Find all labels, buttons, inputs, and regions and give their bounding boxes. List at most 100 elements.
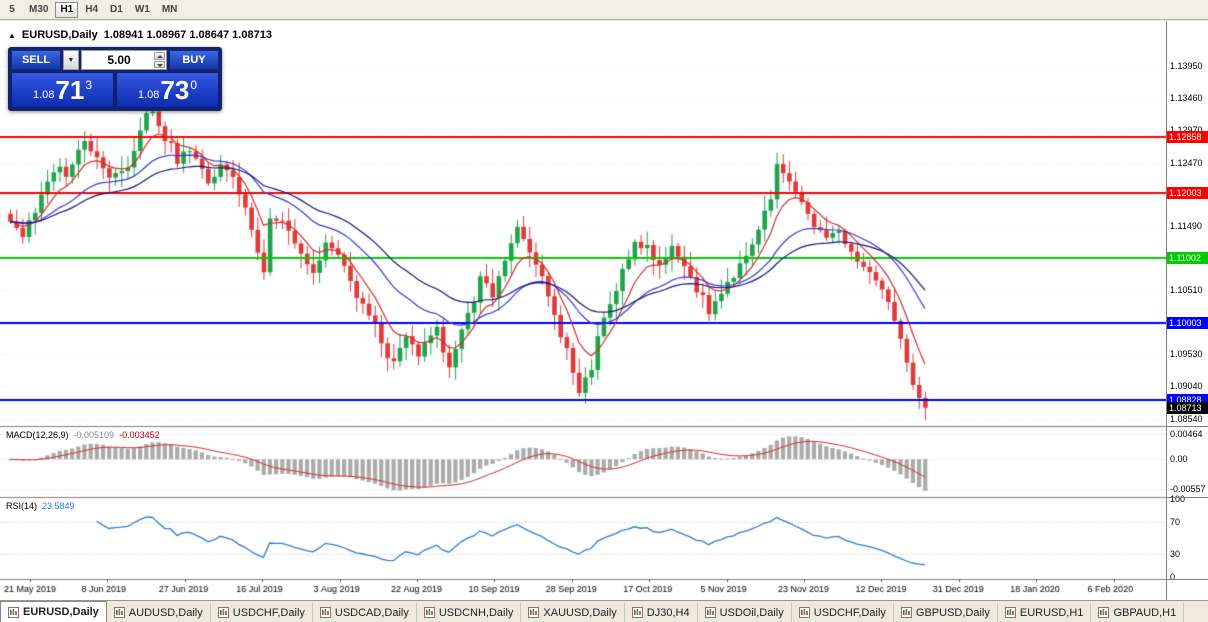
timeframe-button-d1[interactable]: D1: [110, 4, 123, 15]
one-click-trade-panel: SELL ▼ BUY 1.08 71 3: [8, 47, 222, 111]
price-level-badge: 1.12003: [1167, 187, 1208, 199]
chart-tab-eurusd-daily[interactable]: EURUSD,Daily: [0, 601, 107, 622]
timeframe-button-5[interactable]: 5: [9, 4, 15, 15]
chart-tab-audusd-daily[interactable]: AUDUSD,Daily: [106, 603, 211, 622]
chart-tab-label: USDCAD,Daily: [334, 606, 409, 619]
lot-increment-button[interactable]: [154, 52, 165, 60]
chart-tab-label: USDCHF,Daily: [232, 606, 305, 619]
lot-decrement-button[interactable]: [154, 60, 165, 68]
macd-scale-label: 0.00: [1170, 454, 1188, 464]
price-tick-label: 1.12470: [1170, 158, 1203, 168]
sell-price-big: 71: [55, 75, 85, 105]
pane-splitter: [1167, 497, 1208, 498]
chart-tab-usdcad-daily[interactable]: USDCAD,Daily: [312, 603, 417, 622]
chart-tab-icon: [113, 607, 125, 618]
chart-tab-label: USDCHF,Daily: [813, 606, 886, 619]
chart-tab-icon: [8, 606, 19, 618]
price-tick-label: 1.08540: [1170, 414, 1203, 424]
chart-tab-label: USDOil,Daily: [719, 606, 784, 619]
macd-value-main: -0.005109: [73, 430, 115, 440]
chart-tab-icon: [631, 607, 643, 618]
chart-tab-label: XAUUSD,Daily: [543, 606, 617, 619]
chart-tab-icon: [900, 607, 912, 618]
chart-tab-label: EURUSD,H1: [1019, 606, 1084, 619]
buy-price-pip: 0: [190, 78, 198, 92]
macd-scale-label: 0.00464: [1170, 429, 1203, 439]
chart-tab-label: USDCNH,Daily: [438, 606, 514, 619]
pane-splitter: [1167, 426, 1208, 427]
macd-name: MACD(12,26,9): [6, 430, 69, 440]
chart-tab-icon: [1098, 607, 1110, 618]
price-tick-label: 1.09530: [1170, 349, 1203, 359]
price-level-badge: 1.11002: [1167, 252, 1208, 264]
price-tick-label: 1.13460: [1170, 93, 1203, 103]
price-tick-label: 1.13950: [1170, 61, 1203, 71]
chart-tab-label: GBPAUD,H1: [1113, 606, 1177, 619]
timeframe-button-mn[interactable]: MN: [161, 4, 178, 15]
sell-button[interactable]: SELL: [11, 50, 61, 70]
buy-price-big: 73: [160, 75, 190, 105]
chart-tab-usdoil-daily[interactable]: USDOil,Daily: [697, 603, 792, 622]
chart-tab-icon: [528, 607, 540, 618]
lot-size-field: [81, 50, 167, 70]
price-tick-label: 1.12970: [1170, 125, 1203, 135]
sell-price-prefix: 1.08: [32, 89, 55, 101]
chart-tab-xauusd-daily[interactable]: XAUUSD,Daily: [521, 603, 625, 622]
chart-tab-icon: [1004, 607, 1016, 618]
chart-tab-icon: [798, 607, 810, 618]
buy-price-display[interactable]: 1.08 73 0: [116, 72, 219, 108]
lot-size-input[interactable]: [82, 53, 166, 67]
price-tick-label: 1.11490: [1170, 221, 1202, 231]
rsi-scale-label: 100: [1170, 494, 1186, 504]
rsi-name: RSI(14): [6, 501, 38, 511]
timeframe-button-h4[interactable]: H4: [85, 4, 99, 15]
chart-tab-icon: [217, 607, 229, 618]
sell-price-pip: 3: [85, 78, 93, 92]
price-tick-label: 1.09040: [1170, 381, 1203, 391]
chart-area: ▲ EURUSD,Daily 1.08941 1.08967 1.08647 1…: [0, 21, 1166, 600]
timeframe-button-w1[interactable]: W1: [134, 4, 150, 15]
buy-button[interactable]: BUY: [169, 50, 219, 70]
chart-tab-label: EURUSD,Daily: [23, 606, 99, 618]
chart-tab-usdchf-daily[interactable]: USDCHF,Daily: [210, 603, 313, 622]
rsi-scale-label: 70: [1170, 517, 1181, 527]
price-scale[interactable]: 1.139501.134601.129701.124701.119801.114…: [1166, 21, 1208, 600]
timeframe-toolbar: 5 M30 H1 H4 D1 W1 MN: [0, 0, 1208, 20]
chart-tab-icon: [704, 607, 716, 618]
chart-title: ▲ EURUSD,Daily 1.08941 1.08967 1.08647 1…: [8, 29, 272, 41]
price-chart-canvas[interactable]: [0, 21, 1166, 600]
rsi-indicator-label: RSI(14) 23.5849: [6, 501, 75, 511]
current-price-badge: 1.08713: [1167, 402, 1208, 414]
ohlc-values: 1.08941 1.08967 1.08647 1.08713: [103, 29, 272, 41]
rsi-value: 23.5849: [42, 501, 75, 511]
chart-tab-icon: [319, 607, 331, 618]
chart-tab-gbpusd-daily[interactable]: GBPUSD,Daily: [893, 603, 998, 622]
one-click-panel-toggle-icon[interactable]: ▲: [8, 30, 16, 40]
sell-price-display[interactable]: 1.08 71 3: [11, 72, 114, 108]
timeframe-button-m30[interactable]: M30: [29, 4, 49, 15]
timeframe-button-h1[interactable]: H1: [55, 1, 79, 18]
chart-tab-gbpaud-h1[interactable]: GBPAUD,H1: [1091, 603, 1185, 622]
rsi-scale-label: 0: [1170, 572, 1176, 582]
buy-price-prefix: 1.08: [137, 89, 160, 101]
macd-value-signal: -0.003452: [119, 430, 160, 440]
chart-tab-icon: [423, 607, 435, 618]
lot-dropdown-button[interactable]: ▼: [63, 50, 79, 70]
price-level-badge: 1.10003: [1167, 317, 1208, 329]
macd-scale-label: -0.00557: [1170, 484, 1206, 494]
chart-symbol-label: EURUSD,Daily: [21, 29, 98, 41]
price-level-badge: 1.12858: [1167, 131, 1208, 143]
rsi-scale-label: 30: [1170, 549, 1181, 559]
chart-tab-usdchf-daily[interactable]: USDCHF,Daily: [791, 603, 894, 622]
chart-tab-usdcnh-daily[interactable]: USDCNH,Daily: [416, 603, 522, 622]
chart-tab-eurusd-h1[interactable]: EURUSD,H1: [997, 603, 1092, 622]
macd-indicator-label: MACD(12,26,9) -0.005109 -0.003452: [6, 430, 160, 440]
price-tick-label: 1.10510: [1170, 285, 1203, 295]
chart-tab-label: GBPUSD,Daily: [915, 606, 990, 619]
chart-tab-dj30-h4[interactable]: DJ30,H4: [624, 603, 698, 622]
chart-tab-label: DJ30,H4: [646, 606, 690, 619]
pane-splitter: [1167, 579, 1208, 580]
chevron-down-icon: ▼: [67, 56, 75, 64]
chart-tab-bar: EURUSD,Daily AUDUSD,Daily USDCHF,Daily USDC…: [0, 600, 1208, 622]
